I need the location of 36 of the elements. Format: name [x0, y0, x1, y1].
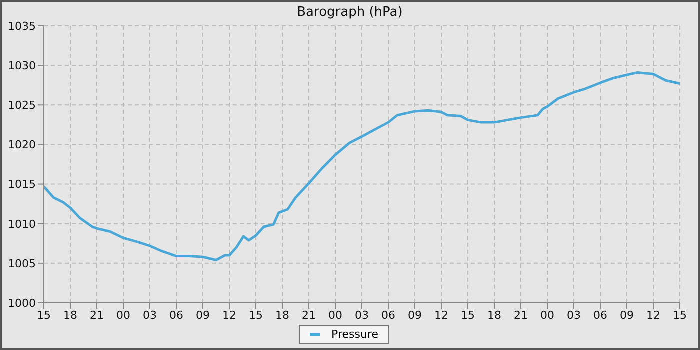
x-tick-label: 00	[116, 308, 130, 322]
x-tick-label: 03	[355, 308, 369, 322]
x-tick-label: 12	[646, 308, 660, 322]
x-tick-label: 06	[382, 308, 396, 322]
x-tick-label: 09	[620, 308, 634, 322]
x-tick-label: 21	[90, 308, 104, 322]
x-tick-label: 06	[594, 308, 608, 322]
x-tick-label: 18	[488, 308, 502, 322]
x-tick-label: 00	[540, 308, 554, 322]
line-series	[44, 71, 680, 262]
x-tick-label: 12	[222, 308, 236, 322]
y-tick-label: 1025	[8, 99, 36, 112]
x-tick-label: 00	[328, 308, 342, 322]
y-tick-label: 1020	[8, 138, 36, 152]
y-tick-label: 1005	[8, 257, 36, 270]
y-tick-label: 1035	[8, 20, 36, 33]
x-tick-label: 12	[434, 308, 448, 322]
y-tick-label: 1015	[8, 178, 36, 192]
x-tick-label: 15	[673, 308, 687, 322]
x-tick-label: 15	[461, 308, 475, 322]
y-tick-label: 1000	[8, 296, 36, 310]
y-tick-label: 1030	[8, 59, 36, 72]
x-tick-label: 06	[170, 308, 184, 322]
x-tick-label: 09	[196, 308, 210, 322]
legend-label: Pressure	[330, 328, 378, 341]
chart-title: Barograph (hPa)	[296, 5, 404, 20]
x-tick-label: 15	[249, 308, 263, 322]
x-tick-label: 03	[567, 308, 581, 322]
x-tick-label: 21	[514, 308, 528, 322]
x-tick-label: 18	[64, 308, 78, 322]
x-tick-label: 21	[302, 308, 316, 322]
x-tick-label: 03	[143, 308, 157, 322]
x-tick-label: 18	[276, 308, 290, 322]
y-tick-label: 1010	[8, 218, 36, 231]
x-tick-label: 15	[37, 308, 51, 322]
x-tick-label: 09	[408, 308, 422, 322]
